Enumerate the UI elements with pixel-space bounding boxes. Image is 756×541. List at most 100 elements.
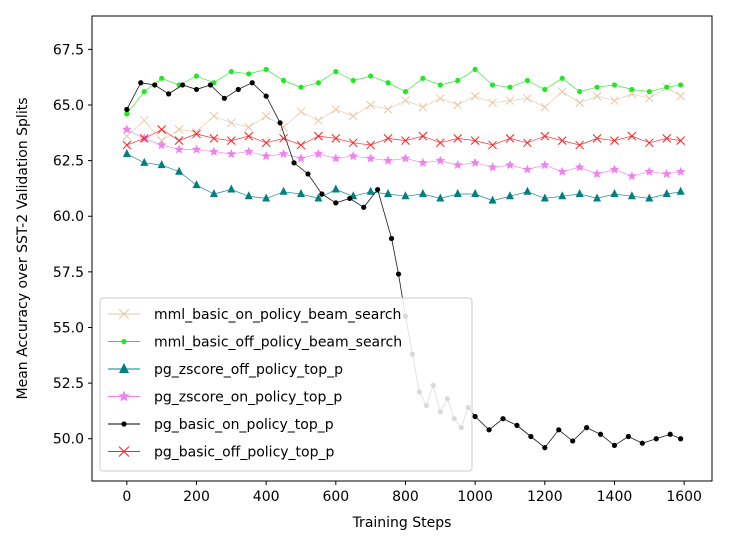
data-point: [542, 86, 548, 93]
data-point: [676, 136, 686, 145]
legend-marker: [121, 421, 127, 427]
data-point: [593, 193, 602, 202]
data-point: [418, 102, 428, 112]
data-point: [401, 136, 410, 145]
data-point: [644, 166, 655, 176]
data-point: [209, 134, 219, 143]
data-point: [347, 195, 353, 202]
data-point: [175, 166, 184, 175]
data-point: [592, 169, 602, 178]
x-tick-label: 1600: [666, 489, 702, 505]
data-point: [592, 91, 602, 101]
data-point: [542, 445, 548, 451]
data-point: [366, 140, 376, 150]
data-point: [470, 136, 480, 145]
data-point: [348, 138, 358, 148]
legend-box: [99, 297, 473, 472]
data-point: [675, 166, 686, 176]
data-point: [676, 186, 685, 195]
y-tick-label: 60.0: [53, 209, 84, 225]
plot-frame: [91, 15, 713, 482]
data-point: [314, 131, 323, 141]
data-point: [540, 131, 550, 141]
y-tick-label: 65.0: [53, 98, 84, 114]
data-point: [453, 160, 463, 170]
data-point: [226, 118, 236, 128]
legend-label: pg_basic_off_policy_top_p: [154, 445, 334, 461]
y-tick-label: 52.5: [53, 376, 84, 392]
data-point: [470, 91, 480, 101]
data-point: [191, 144, 202, 154]
data-point: [221, 95, 227, 101]
legend-marker: [118, 308, 130, 320]
data-point: [124, 111, 130, 117]
data-point: [174, 136, 184, 145]
x-tick-label: 0: [122, 489, 131, 505]
data-point: [559, 75, 565, 81]
data-point: [401, 96, 410, 105]
x-tick-label: 800: [392, 489, 419, 505]
data-point: [174, 125, 184, 134]
data-point: [472, 66, 478, 72]
legend-item: pg_zscore_on_policy_top_p: [108, 390, 342, 406]
data-point: [366, 186, 375, 195]
data-point: [522, 164, 533, 174]
x-axis-label: Training Steps: [352, 515, 452, 531]
x-tick-label: 400: [253, 489, 280, 505]
data-point: [159, 75, 165, 81]
data-point: [436, 193, 445, 202]
data-point: [209, 111, 219, 121]
data-point: [139, 134, 149, 143]
y-axis-label: Mean Accuracy over SST-2 Validation Spli…: [15, 98, 31, 400]
data-point: [488, 98, 497, 108]
data-point: [609, 164, 620, 174]
data-point: [331, 134, 341, 143]
data-point: [246, 71, 252, 77]
data-point: [313, 148, 324, 158]
data-point: [594, 84, 600, 90]
data-point: [575, 188, 584, 197]
data-point: [558, 191, 567, 200]
data-point: [471, 188, 480, 197]
data-point: [331, 153, 341, 163]
data-point: [244, 131, 254, 141]
data-point: [420, 75, 426, 81]
data-point: [333, 200, 339, 206]
data-point: [388, 235, 395, 242]
data-point: [489, 82, 496, 88]
data-point: [540, 193, 549, 202]
data-point: [375, 186, 381, 193]
data-point: [139, 116, 149, 125]
data-point: [528, 433, 534, 440]
data-point: [331, 105, 341, 114]
data-point: [505, 160, 515, 170]
data-point: [122, 131, 132, 141]
data-point: [401, 191, 410, 200]
data-point: [296, 140, 306, 150]
data-point: [166, 91, 172, 97]
legend-marker: [118, 390, 130, 402]
legend-marker: [119, 363, 129, 373]
data-point: [226, 148, 237, 158]
data-point: [383, 155, 393, 165]
data-point: [228, 69, 234, 75]
data-point: [470, 157, 480, 167]
series-pg_zscore_off_policy_top_p: [122, 148, 685, 204]
data-point: [610, 136, 619, 145]
data-point: [350, 77, 356, 84]
series-mml_basic_off_policy_beam_search: [124, 66, 684, 117]
data-point: [209, 188, 218, 197]
data-point: [574, 162, 585, 172]
data-point: [263, 66, 269, 72]
data-point: [487, 162, 498, 172]
x-tick-label: 600: [322, 489, 349, 505]
data-point: [333, 69, 339, 75]
data-point: [383, 105, 393, 114]
data-point: [141, 89, 147, 95]
data-point: [400, 153, 411, 163]
data-point: [557, 166, 567, 176]
data-point: [678, 436, 684, 442]
data-point: [207, 82, 214, 88]
data-point: [625, 433, 632, 440]
